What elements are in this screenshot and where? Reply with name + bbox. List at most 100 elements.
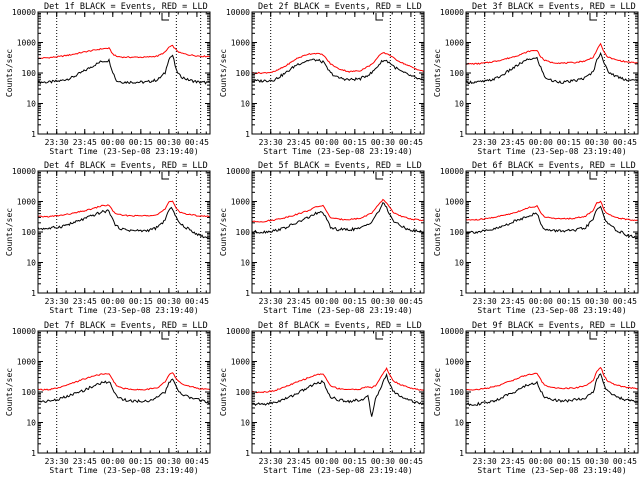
y-tick-label: 10000: [12, 167, 36, 176]
y-tick-label: 10000: [12, 327, 36, 336]
y-tick-label: 1: [459, 449, 464, 458]
plot-frame: [465, 11, 639, 135]
x-tick-label: 00:15: [557, 457, 581, 466]
panel-title: Det 1f BLACK = Events, RED = LLD: [44, 2, 208, 12]
y-tick-label: 1: [245, 449, 250, 458]
y-tick-label: 10000: [226, 167, 250, 176]
y-tick-label: 100: [236, 228, 251, 237]
x-tick-label: 00:15: [129, 138, 153, 147]
x-tick-label: 00:00: [101, 138, 125, 147]
y-tick-label: 10: [26, 100, 36, 109]
series-events: [251, 58, 425, 83]
y-tick-label: 100: [22, 69, 37, 78]
x-tick-label: 23:30: [259, 457, 283, 466]
x-tick-label: 00:30: [585, 138, 609, 147]
series-events: [37, 206, 211, 240]
legend-glyph: [589, 332, 597, 340]
x-tick-label: 23:30: [473, 457, 497, 466]
panel-title: Det 8f BLACK = Events, RED = LLD: [258, 321, 422, 331]
series-lld: [38, 200, 211, 218]
series-events: [37, 378, 211, 405]
x-tick-label: 00:30: [371, 138, 395, 147]
panel-title: Det 9f BLACK = Events, RED = LLD: [472, 321, 636, 331]
y-tick-label: 1000: [231, 39, 250, 48]
y-tick-label: 10: [26, 419, 36, 428]
x-tick-label: 00:45: [613, 457, 637, 466]
legend-glyph: [161, 13, 169, 21]
y-tick-label: 100: [22, 228, 37, 237]
panel-grid: Det 1f BLACK = Events, RED = LLD11010010…: [5, 2, 639, 475]
x-tick-label: 00:00: [315, 457, 339, 466]
panel-det-7: Det 7f BLACK = Events, RED = LLD 1 10 100 10…: [5, 321, 211, 475]
y-tick-label: 1: [459, 130, 464, 139]
y-tick-label: 100: [236, 388, 251, 397]
panel-det-6: Det 6f BLACK = Events, RED = LLD 1 10 100 10…: [433, 161, 639, 315]
y-tick-label: 1000: [17, 39, 36, 48]
panel-title: Det 2f BLACK = Events, RED = LLD: [258, 2, 422, 12]
panel-det-2: Det 2f BLACK = Events, RED = LLD 1 10 100 10…: [219, 2, 425, 156]
x-tick-label: 23:45: [501, 457, 525, 466]
y-tick-label: 10000: [226, 8, 250, 17]
y-axis-label: Counts/sec: [5, 368, 14, 416]
y-tick-label: 10: [454, 419, 464, 428]
legend-glyph: [161, 332, 169, 340]
x-tick-label: 23:30: [259, 297, 283, 306]
y-tick-label: 1000: [231, 358, 250, 367]
y-tick-label: 10000: [440, 8, 464, 17]
x-tick-label: 00:45: [185, 297, 209, 306]
x-tick-label: 00:00: [529, 297, 553, 306]
panel-title: Det 7f BLACK = Events, RED = LLD: [44, 321, 208, 331]
y-tick-label: 10: [454, 259, 464, 268]
panel-title: Det 6f BLACK = Events, RED = LLD: [472, 161, 636, 171]
y-tick-label: 100: [22, 388, 37, 397]
x-tick-label: 00:00: [101, 297, 125, 306]
series-events: [37, 54, 211, 85]
x-tick-label: 23:30: [259, 138, 283, 147]
x-axis-label: Start Time (23-Sep-08 23:19:40): [263, 147, 412, 156]
y-tick-label: 1: [31, 289, 36, 298]
series-lld: [37, 44, 210, 60]
y-tick-label: 100: [450, 69, 465, 78]
y-tick-label: 100: [450, 388, 465, 397]
panel-det-1: Det 1f BLACK = Events, RED = LLD 1 10 100 10…: [5, 2, 211, 156]
x-tick-label: 00:45: [185, 138, 209, 147]
y-tick-label: 1000: [231, 198, 250, 207]
x-tick-label: 00:00: [101, 457, 125, 466]
x-axis-label: Start Time (23-Sep-08 23:19:40): [477, 147, 626, 156]
x-tick-label: 00:00: [315, 297, 339, 306]
x-tick-label: 00:30: [157, 297, 181, 306]
legend-glyph: [589, 172, 597, 180]
legend-glyph: [161, 172, 169, 180]
plot-frame: [251, 330, 425, 454]
x-tick-label: 23:30: [45, 297, 69, 306]
legend-glyph: [589, 13, 597, 21]
x-axis-label: Start Time (23-Sep-08 23:19:40): [477, 466, 626, 475]
y-tick-label: 1: [31, 130, 36, 139]
y-tick-label: 10: [26, 259, 36, 268]
y-tick-label: 10: [240, 100, 250, 109]
panel-det-5: Det 5f BLACK = Events, RED = LLD 1 10 100 10…: [219, 161, 425, 315]
plot-frame: [37, 11, 211, 135]
panel-det-4: Det 4f BLACK = Events, RED = LLD 1 10 100 10…: [5, 161, 211, 315]
x-tick-label: 00:30: [585, 297, 609, 306]
series-lld: [37, 372, 211, 391]
series-events: [251, 201, 425, 234]
series-lld: [251, 52, 425, 75]
y-tick-label: 1000: [445, 198, 464, 207]
x-axis-label: Start Time (23-Sep-08 23:19:40): [49, 147, 198, 156]
x-tick-label: 00:00: [315, 138, 339, 147]
panel-title: Det 3f BLACK = Events, RED = LLD: [472, 2, 636, 12]
x-tick-label: 00:30: [371, 297, 395, 306]
x-tick-label: 00:15: [557, 297, 581, 306]
x-tick-label: 23:45: [73, 457, 97, 466]
series-events: [251, 372, 425, 417]
x-tick-label: 23:30: [45, 138, 69, 147]
plot-frame: [465, 170, 639, 294]
panel-title: Det 4f BLACK = Events, RED = LLD: [44, 161, 208, 171]
y-tick-label: 1: [245, 289, 250, 298]
x-tick-label: 00:15: [343, 297, 367, 306]
y-tick-label: 10000: [226, 327, 250, 336]
x-tick-label: 00:15: [343, 138, 367, 147]
x-axis-label: Start Time (23-Sep-08 23:19:40): [49, 306, 198, 315]
